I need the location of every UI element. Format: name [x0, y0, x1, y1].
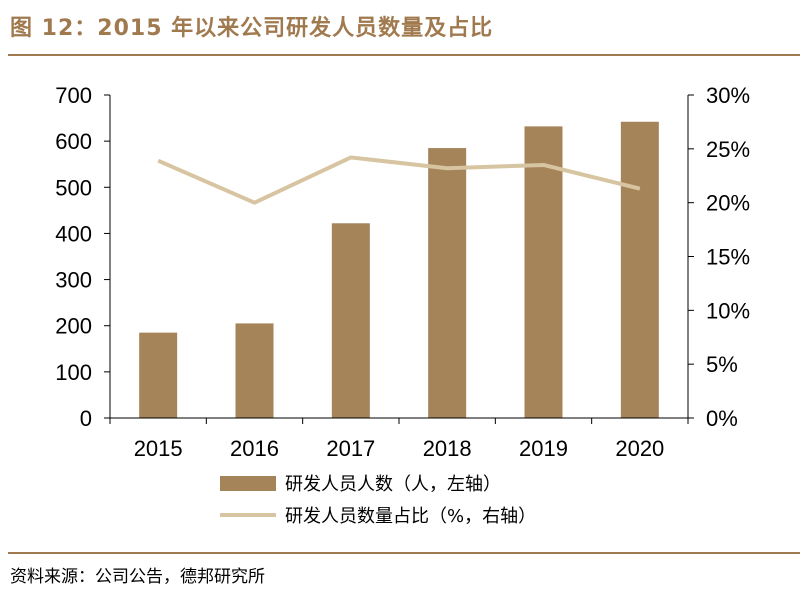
bar-2016	[235, 323, 274, 418]
y-left-tick-label: 400	[55, 221, 92, 246]
x-tick-label: 2017	[326, 436, 375, 461]
y-right-tick-label: 15%	[706, 245, 750, 270]
bar-2017	[331, 223, 370, 418]
source-note: 资料来源：公司公告，德邦研究所	[10, 567, 265, 587]
y-right-tick-label: 0%	[706, 406, 738, 431]
x-tick-label: 2018	[423, 436, 472, 461]
x-tick-label: 2019	[519, 436, 568, 461]
x-tick-label: 2020	[615, 436, 664, 461]
legend-label-line: 研发人员数量占比（%，右轴）	[285, 506, 536, 527]
bar-2018	[428, 148, 467, 419]
y-right-tick-label: 20%	[706, 191, 750, 216]
footer-divider	[8, 552, 800, 554]
y-left-tick-label: 100	[55, 360, 92, 385]
title-divider	[8, 54, 800, 56]
y-left-tick-label: 500	[55, 175, 92, 200]
figure-title: 图 12：2015 年以来公司研发人员数量及占比	[10, 16, 494, 41]
x-tick-label: 2016	[230, 436, 279, 461]
y-left-tick-label: 700	[55, 83, 92, 108]
bar-2015	[139, 332, 178, 418]
y-right-tick-label: 30%	[706, 83, 750, 108]
bar-2020	[620, 121, 659, 419]
y-right-tick-label: 25%	[706, 137, 750, 162]
line-series-ratio	[157, 155, 641, 205]
legend-swatch-bar	[220, 476, 276, 491]
x-tick-label: 2015	[134, 436, 183, 461]
legend-label-bar: 研发人员人数（人，左轴）	[285, 474, 501, 495]
bar-2019	[524, 126, 563, 419]
y-left-tick-label: 0	[80, 406, 92, 431]
y-right-tick-label: 10%	[706, 298, 750, 323]
chart-canvas: 0 100 200 300 400 500 600 700 0% 5% 10% 15% 20% 25% 30…	[55, 83, 750, 527]
y-left-tick-label: 200	[55, 314, 92, 339]
y-left-tick-label: 600	[55, 129, 92, 154]
y-left-tick-label: 300	[55, 268, 92, 293]
y-right-tick-label: 5%	[706, 352, 738, 377]
